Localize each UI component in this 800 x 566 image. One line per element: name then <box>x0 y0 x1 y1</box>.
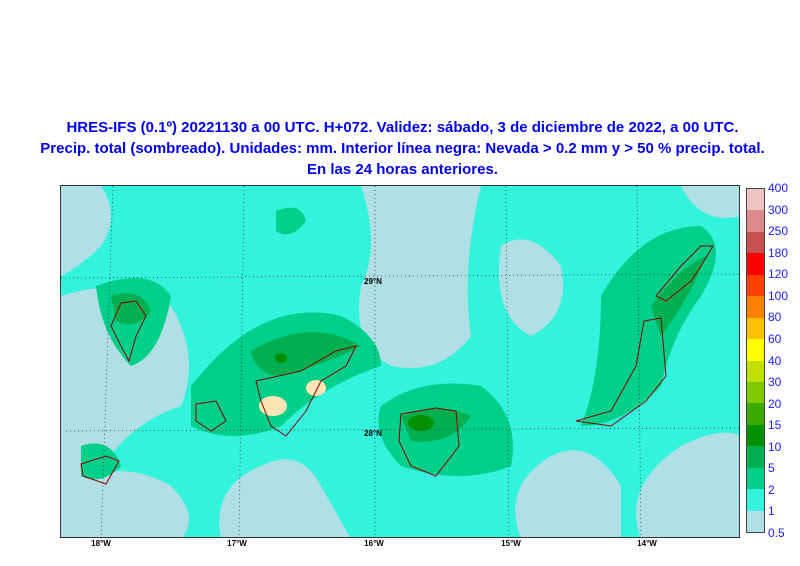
legend-label: 15 <box>768 418 782 433</box>
legend-swatch <box>747 489 764 511</box>
legend-label: 100 <box>768 288 789 303</box>
lat-label-29n: 29°N <box>364 277 382 286</box>
legend-label: 400 <box>768 181 789 195</box>
title-line-1: HRES-IFS (0.1º) 20221130 a 00 UTC. H+072… <box>66 119 739 136</box>
legend-label: 1 <box>768 504 775 519</box>
legend-label: 120 <box>768 267 789 282</box>
legend-swatch <box>747 231 764 254</box>
legend-swatch <box>747 446 764 468</box>
legend-label: 0.5 <box>768 526 785 540</box>
coastlines <box>80 245 714 485</box>
legend-label: 5 <box>768 461 775 476</box>
legend-label: 80 <box>768 310 782 325</box>
legend-swatch <box>747 510 764 532</box>
lon-label-17w: 17°W <box>227 539 247 548</box>
legend-label: 20 <box>768 396 782 411</box>
title-line-3: En las 24 horas anteriores. <box>307 161 498 178</box>
legend-swatch <box>747 424 764 447</box>
legend-swatch <box>747 467 764 490</box>
legend-label: 30 <box>768 375 782 390</box>
lat-label-28n: 28°N <box>364 429 382 438</box>
legend-label: 180 <box>768 245 789 260</box>
precip-10-15-areas <box>275 353 434 431</box>
legend-swatch <box>747 339 764 361</box>
legend-swatch <box>747 296 764 318</box>
lon-label-18w: 18°W <box>91 539 111 548</box>
legend-swatch <box>747 274 764 297</box>
legend-label: 10 <box>768 439 782 454</box>
graticule <box>61 186 739 537</box>
precipitation-map <box>60 185 740 538</box>
legend-swatch <box>747 381 764 404</box>
legend-label: 40 <box>768 353 782 368</box>
legend-swatch <box>747 403 764 425</box>
legend-label: 60 <box>768 331 782 346</box>
legend-swatch <box>747 210 764 232</box>
legend-swatch <box>747 360 764 382</box>
legend-swatch <box>747 189 764 211</box>
legend-swatch <box>747 317 764 340</box>
lon-label-15w: 15°W <box>501 539 521 548</box>
legend-label: 250 <box>768 224 789 239</box>
color-legend <box>746 188 765 533</box>
dry-areas <box>259 380 326 416</box>
lon-label-14w: 14°W <box>637 539 657 548</box>
title-line-2: Precip. total (sombreado). Unidades: mm.… <box>40 140 765 157</box>
legend-swatch <box>747 253 764 275</box>
legend-label: 300 <box>768 202 789 217</box>
lon-label-16w: 16°W <box>364 539 384 548</box>
legend-label: 2 <box>768 482 775 497</box>
